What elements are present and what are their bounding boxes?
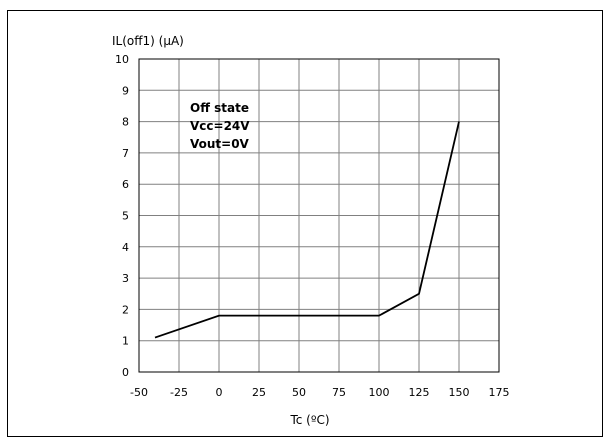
y-tick-label: 8 bbox=[122, 116, 129, 129]
x-tick-label: 175 bbox=[489, 386, 510, 399]
y-tick-labels: 0 1 2 3 4 5 6 7 8 9 10 bbox=[115, 53, 129, 379]
annotation-line-3: Vout=0V bbox=[190, 137, 250, 151]
y-tick-label: 5 bbox=[122, 210, 129, 223]
y-tick-label: 1 bbox=[122, 335, 129, 348]
annotation-line-1: Off state bbox=[190, 101, 249, 115]
annotation-line-2: Vcc=24V bbox=[190, 119, 250, 133]
x-axis-label: Tc (ºC) bbox=[289, 413, 329, 427]
x-tick-label: 25 bbox=[252, 386, 266, 399]
y-axis-label: IL(off1) (μA) bbox=[112, 34, 184, 48]
x-tick-label: -25 bbox=[170, 386, 188, 399]
y-tick-label: 0 bbox=[122, 366, 129, 379]
y-tick-label: 4 bbox=[122, 241, 129, 254]
x-tick-label: 50 bbox=[292, 386, 306, 399]
y-tick-label: 7 bbox=[122, 147, 129, 160]
x-tick-label: 125 bbox=[409, 386, 430, 399]
plot-area bbox=[138, 58, 500, 373]
y-tick-label: 3 bbox=[122, 272, 129, 285]
y-tick-label: 9 bbox=[122, 84, 129, 97]
x-tick-label: 75 bbox=[332, 386, 346, 399]
series-line bbox=[154, 121, 460, 339]
x-tick-label: 0 bbox=[216, 386, 223, 399]
x-tick-label: -50 bbox=[130, 386, 148, 399]
chart-frame bbox=[7, 10, 603, 437]
y-tick-label: 10 bbox=[115, 53, 129, 66]
series-group bbox=[154, 121, 460, 339]
y-tick-label: 2 bbox=[122, 303, 129, 316]
x-tick-label: 100 bbox=[369, 386, 390, 399]
x-tick-labels: -50 -25 0 25 50 75 100 125 150 175 bbox=[130, 386, 509, 399]
y-tick-label: 6 bbox=[122, 178, 129, 191]
x-tick-label: 150 bbox=[449, 386, 470, 399]
